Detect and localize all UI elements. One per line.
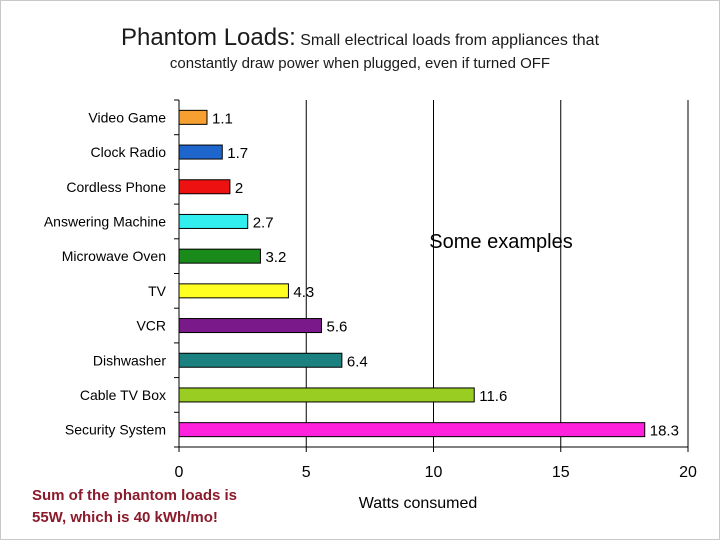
value-label-dishwasher: 6.4 — [347, 353, 368, 370]
axes — [174, 99, 689, 452]
category-label-security-system: Security System — [65, 422, 166, 438]
summary-note-line2: 55W, which is 40 kWh/mo! — [32, 509, 218, 526]
category-label-microwave-oven: Microwave Oven — [62, 248, 166, 264]
bar-vcr — [178, 318, 323, 334]
x-tick-label-15: 15 — [552, 464, 570, 481]
value-label-vcr: 5.6 — [327, 319, 348, 336]
x-axis-title: Watts consumed — [359, 495, 478, 512]
bars — [178, 109, 646, 438]
bar-answering-machine — [178, 213, 249, 229]
chart-subtitle-line1: Small electrical loads from appliances t… — [295, 32, 600, 49]
chart-title: Phantom Loads: Small electrical loads fr… — [0, 24, 720, 52]
value-label-clock-radio: 1.7 — [227, 145, 248, 162]
category-label-answering-machine: Answering Machine — [44, 213, 166, 229]
chart-subtitle-line2: constantly draw power when plugged, even… — [169, 55, 551, 72]
x-tick-label-5: 5 — [302, 464, 311, 481]
bar-clock-radio — [178, 144, 223, 160]
x-tick-label-10: 10 — [425, 464, 443, 481]
category-label-dishwasher: Dishwasher — [93, 352, 166, 368]
category-label-cable-tv-box: Cable TV Box — [80, 387, 166, 403]
bar-tv — [178, 283, 289, 299]
labels: Video Game 1.1 Clock Radio 1.7 Cordless Phon… — [44, 109, 697, 481]
category-label-clock-radio: Clock Radio — [91, 144, 167, 160]
value-label-cordless-phone: 2 — [235, 180, 243, 197]
value-label-video-game: 1.1 — [212, 110, 233, 127]
category-label-vcr: VCR — [136, 318, 166, 334]
bar-dishwasher — [178, 352, 343, 368]
value-label-cable-tv-box: 11.6 — [479, 388, 507, 405]
summary-note: Sum of the phantom loads is 55W, which i… — [32, 485, 237, 529]
bar-video-game — [178, 109, 208, 125]
chart-title-main: Phantom Loads: — [120, 24, 296, 51]
value-label-tv: 4.3 — [293, 284, 314, 301]
bar-cable-tv-box — [178, 387, 475, 403]
annotation-some-examples: Some examples — [429, 231, 572, 253]
x-tick-label-20: 20 — [679, 464, 697, 481]
value-label-answering-machine: 2.7 — [253, 214, 274, 231]
category-label-cordless-phone: Cordless Phone — [66, 179, 166, 195]
bar-security-system — [178, 422, 646, 438]
bar-cordless-phone — [178, 179, 231, 195]
category-label-tv: TV — [148, 283, 167, 299]
x-tick-label-0: 0 — [175, 464, 184, 481]
category-label-video-game: Video Game — [88, 109, 166, 125]
value-label-microwave-oven: 3.2 — [265, 249, 286, 266]
bar-microwave-oven — [178, 248, 261, 264]
value-label-security-system: 18.3 — [650, 423, 679, 440]
summary-note-line1: Sum of the phantom loads is — [32, 487, 238, 504]
